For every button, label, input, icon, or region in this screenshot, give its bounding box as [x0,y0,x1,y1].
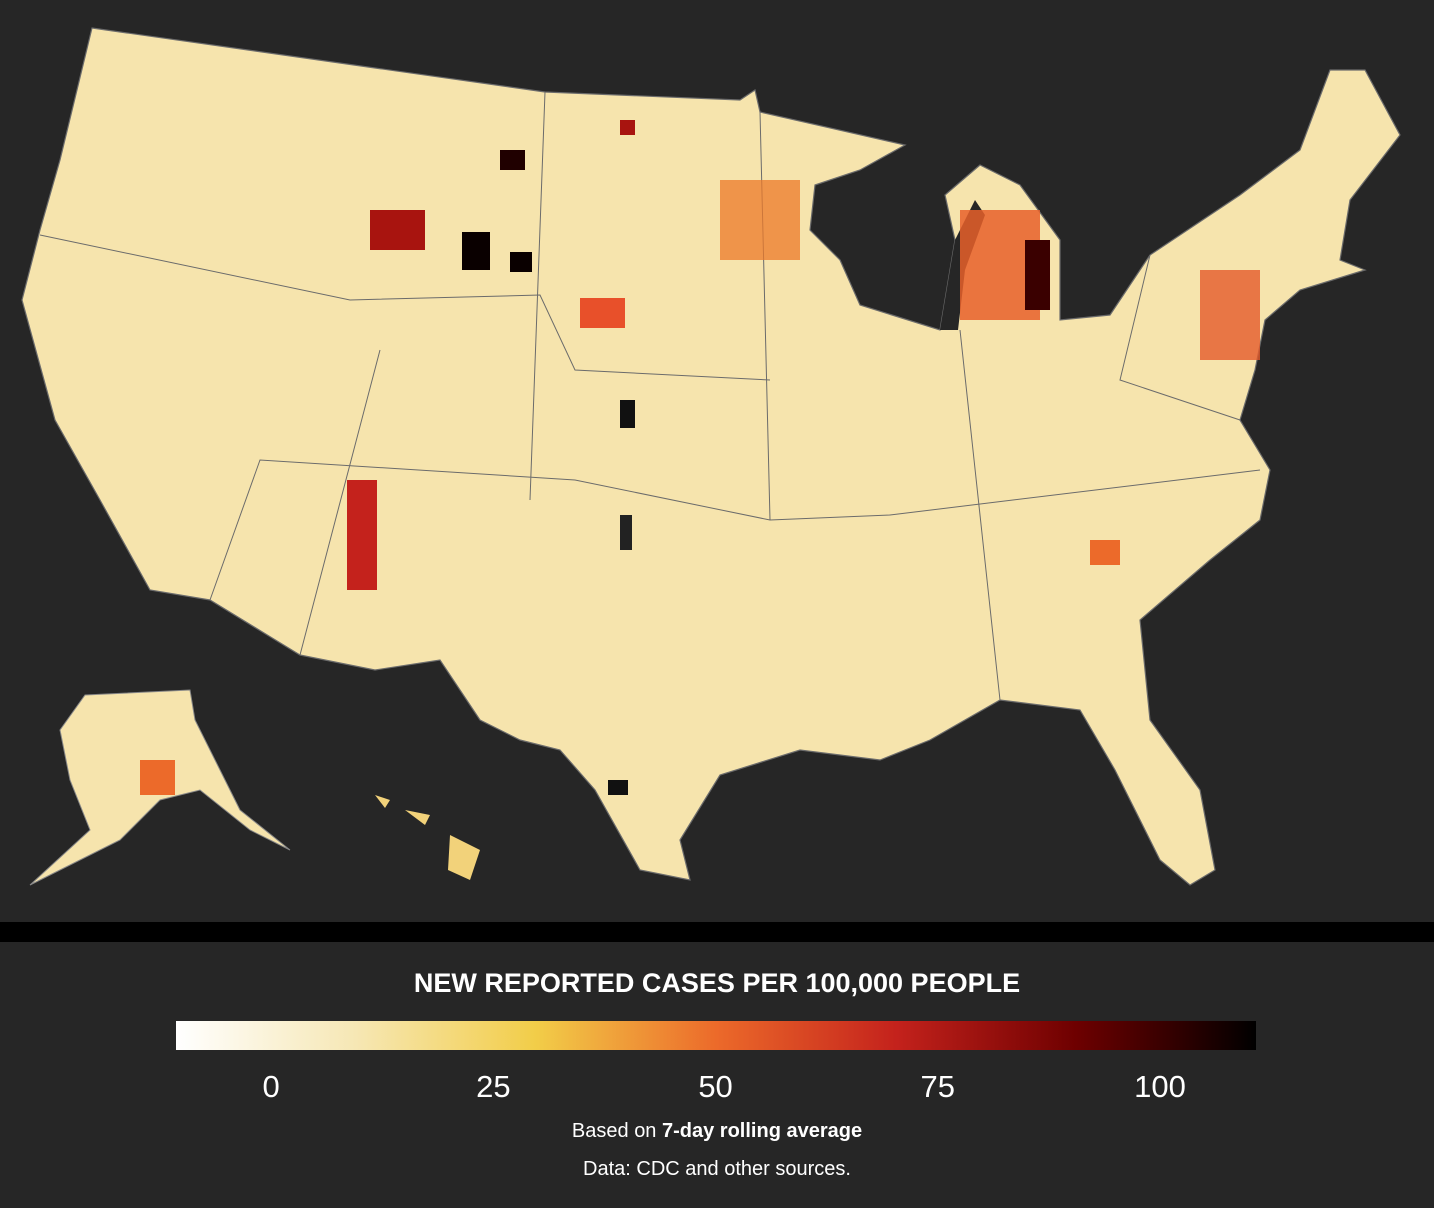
note-emphasis: 7-day rolling average [662,1120,863,1142]
hotspot [500,150,525,170]
divider [0,922,1434,942]
legend: NEW REPORTED CASES PER 100,000 PEOPLE 0 2… [0,942,1434,1208]
hotspot [720,180,800,260]
color-bar [176,1021,1256,1050]
tick-label: 0 [262,1069,279,1104]
hotspot [580,298,625,328]
hotspot [140,760,175,795]
border [39,91,1261,701]
hotspots [347,120,1260,795]
hotspot [510,252,532,272]
hotspot [462,232,490,270]
hotspot [1090,540,1120,565]
tick-label: 75 [921,1069,955,1104]
hawaii [375,795,480,880]
note-prefix: Based on [571,1120,657,1142]
tick-label: 25 [476,1069,510,1104]
tick-label: 50 [698,1069,732,1104]
legend-title: NEW REPORTED CASES PER 100,000 PEOPLE [413,968,1021,998]
color-scale: 0 25 50 75 100 [176,1021,1256,1104]
tick-label: 100 [1134,1069,1186,1104]
hotspot [620,400,635,428]
hotspot [620,120,635,135]
hotspot [370,210,425,250]
state-borders [39,91,1261,701]
source-note: Data: CDC and other sources. [583,1158,851,1180]
hotspot [1025,240,1050,310]
us-mainland [21,27,1401,886]
hotspot [1200,270,1260,360]
hotspot [608,780,628,795]
hotspot [347,480,377,590]
method-note: Based on 7-day rolling average [0,1120,1434,1143]
map [21,27,1401,886]
hotspot [620,515,632,550]
